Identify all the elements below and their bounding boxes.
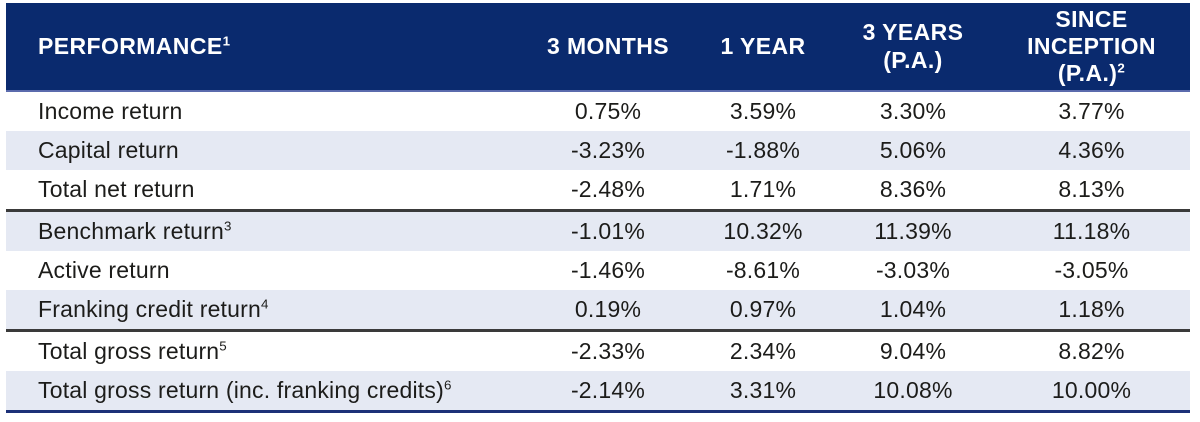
row-label-superscript: 3 [224, 218, 232, 234]
header-3-years-pa: 3 YEARS (P.A.) [833, 3, 993, 90]
row-label: Benchmark return3 [6, 218, 523, 245]
section-divider [6, 329, 1190, 332]
row-label-text: Benchmark return [38, 218, 224, 244]
header-1-year-label: 1 YEAR [720, 32, 806, 59]
row-label-superscript: 6 [443, 377, 452, 393]
cell-value: 11.39% [874, 218, 952, 244]
cell-value: 11.18% [1052, 218, 1131, 244]
cell-value: 0.75% [574, 98, 642, 124]
cell-value: -3.03% [875, 257, 951, 283]
row-franking-credit-return: Franking credit return4 0.19% 0.97% 1.04… [6, 290, 1190, 329]
row-label-text: Total net return [38, 176, 195, 202]
row-label-text: Income return [38, 98, 183, 124]
header-3-years-pa-label: 3 YEARS (P.A.) [862, 19, 964, 73]
header-3-months: 3 MONTHS [523, 3, 693, 90]
row-label-text: Active return [38, 257, 170, 283]
row-label: Active return [6, 257, 523, 284]
row-label: Capital return [6, 137, 523, 164]
header-performance-superscript: 1 [222, 33, 231, 49]
cell-value: -3.23% [570, 137, 646, 163]
row-total-gross-return: Total gross return5 -2.33% 2.34% 9.04% 8… [6, 332, 1190, 371]
row-label-superscript: 5 [219, 338, 227, 354]
cell-value: 1.71% [729, 176, 797, 202]
cell-value: 8.82% [1058, 338, 1125, 364]
cell-value: -8.61% [725, 257, 801, 283]
table-header-row: PERFORMANCE1 3 MONTHS 1 YEAR 3 YEARS (P.… [6, 3, 1190, 90]
row-benchmark-return: Benchmark return3 -1.01% 10.32% 11.39% 1… [6, 212, 1190, 251]
row-capital-return: Capital return -3.23% -1.88% 5.06% 4.36% [6, 131, 1190, 170]
row-label-text: Total gross return [38, 338, 220, 364]
cell-value: 0.97% [729, 296, 797, 322]
row-label: Income return [6, 98, 523, 125]
cell-value: -1.01% [570, 218, 646, 244]
cell-value: 9.04% [879, 338, 947, 364]
section-divider [6, 209, 1190, 212]
cell-value: -2.14% [570, 377, 646, 403]
row-income-return: Income return 0.75% 3.59% 3.30% 3.77% [6, 92, 1190, 131]
cell-value: 2.34% [729, 338, 797, 364]
row-active-return: Active return -1.46% -8.61% -3.03% -3.05… [6, 251, 1190, 290]
row-label-superscript: 4 [261, 296, 269, 312]
cell-value: 10.32% [723, 218, 803, 244]
header-1-year: 1 YEAR [693, 3, 833, 90]
row-label: Franking credit return4 [6, 296, 523, 323]
cell-value: 1.04% [879, 296, 947, 322]
cell-value: -1.46% [570, 257, 646, 283]
performance-table: PERFORMANCE1 3 MONTHS 1 YEAR 3 YEARS (P.… [6, 3, 1190, 413]
row-label: Total gross return (inc. franking credit… [6, 377, 523, 404]
cell-value: 8.13% [1058, 176, 1125, 202]
row-label-text: Franking credit return [38, 296, 261, 322]
row-label: Total net return [6, 176, 523, 203]
cell-value: 3.30% [879, 98, 947, 124]
header-3-months-label: 3 MONTHS [546, 32, 670, 59]
cell-value: 4.36% [1058, 137, 1125, 163]
cell-value: 3.59% [729, 98, 797, 124]
cell-value: -2.48% [570, 176, 646, 202]
cell-value: 5.06% [879, 137, 947, 163]
row-label: Total gross return5 [6, 338, 523, 365]
cell-value: -1.88% [725, 137, 801, 163]
cell-value: -3.05% [1054, 257, 1129, 283]
cell-value: 3.77% [1058, 98, 1125, 124]
cell-value: 0.19% [574, 296, 642, 322]
header-performance-label: PERFORMANCE1 [38, 33, 231, 59]
cell-value: 10.08% [873, 377, 953, 403]
cell-value: 8.36% [879, 176, 947, 202]
row-total-gross-return-inc-franking: Total gross return (inc. franking credit… [6, 371, 1190, 410]
cell-value: 1.18% [1058, 296, 1125, 322]
row-label-text: Total gross return (inc. franking credit… [38, 377, 444, 403]
header-since-inception-pa: SINCE INCEPTION (P.A.)2 [993, 3, 1190, 90]
header-since-inception-superscript: 2 [1117, 60, 1126, 76]
header-underline [6, 90, 1190, 92]
row-total-net-return: Total net return -2.48% 1.71% 8.36% 8.13… [6, 170, 1190, 209]
header-performance: PERFORMANCE1 [6, 3, 523, 90]
row-label-text: Capital return [38, 137, 179, 163]
header-since-inception-pa-label: SINCE INCEPTION (P.A.)2 [1027, 5, 1156, 87]
cell-value: 10.00% [1051, 377, 1132, 403]
cell-value: 3.31% [729, 377, 797, 403]
table-bottom-border [6, 410, 1190, 413]
cell-value: -2.33% [570, 338, 646, 364]
